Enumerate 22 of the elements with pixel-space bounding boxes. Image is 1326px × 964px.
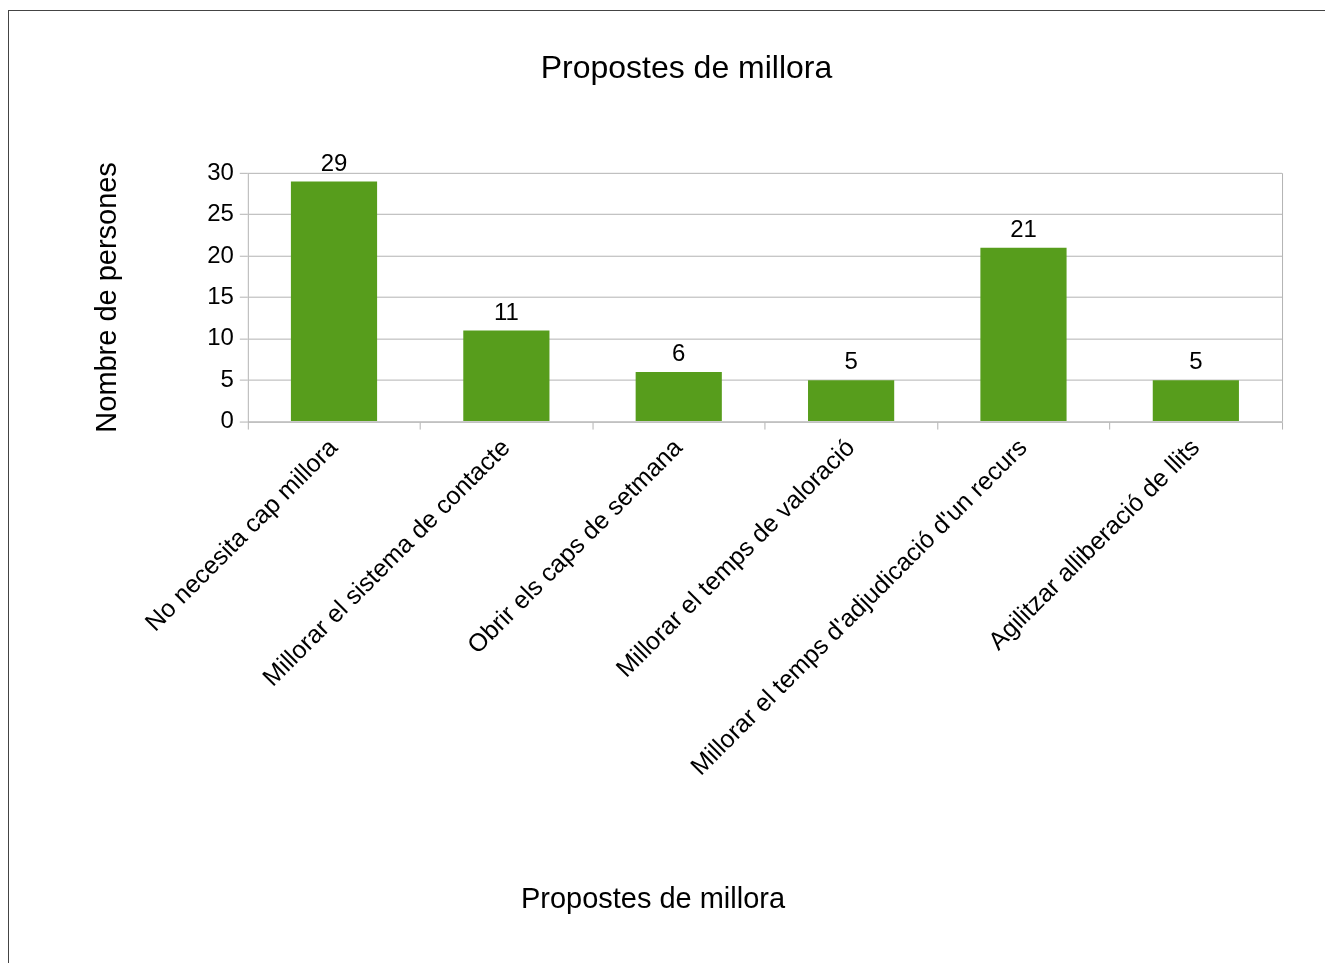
data-label: 5 xyxy=(844,347,858,375)
data-label: 21 xyxy=(1010,214,1037,242)
y-tick-label: 25 xyxy=(207,199,234,227)
bar xyxy=(290,181,378,422)
data-label: 29 xyxy=(320,148,348,176)
data-label: 6 xyxy=(672,338,686,366)
bar xyxy=(1152,380,1239,422)
y-tick-label: 15 xyxy=(207,282,234,310)
y-tick-label: 10 xyxy=(207,323,234,351)
chart-title: Propostes de millora xyxy=(540,48,833,85)
y-tick-label: 5 xyxy=(220,364,234,392)
bar xyxy=(463,330,550,422)
y-tick-label: 0 xyxy=(220,406,234,434)
x-axis-title: Propostes de millora xyxy=(520,882,786,915)
data-label: 11 xyxy=(493,297,519,325)
y-tick-label: 30 xyxy=(207,157,234,185)
y-axis-title: Nombre de persones xyxy=(90,162,123,433)
y-tick-label: 20 xyxy=(207,240,234,268)
bar xyxy=(635,371,722,422)
bar xyxy=(808,380,895,422)
data-label: 5 xyxy=(1189,347,1203,375)
bar xyxy=(980,247,1067,422)
